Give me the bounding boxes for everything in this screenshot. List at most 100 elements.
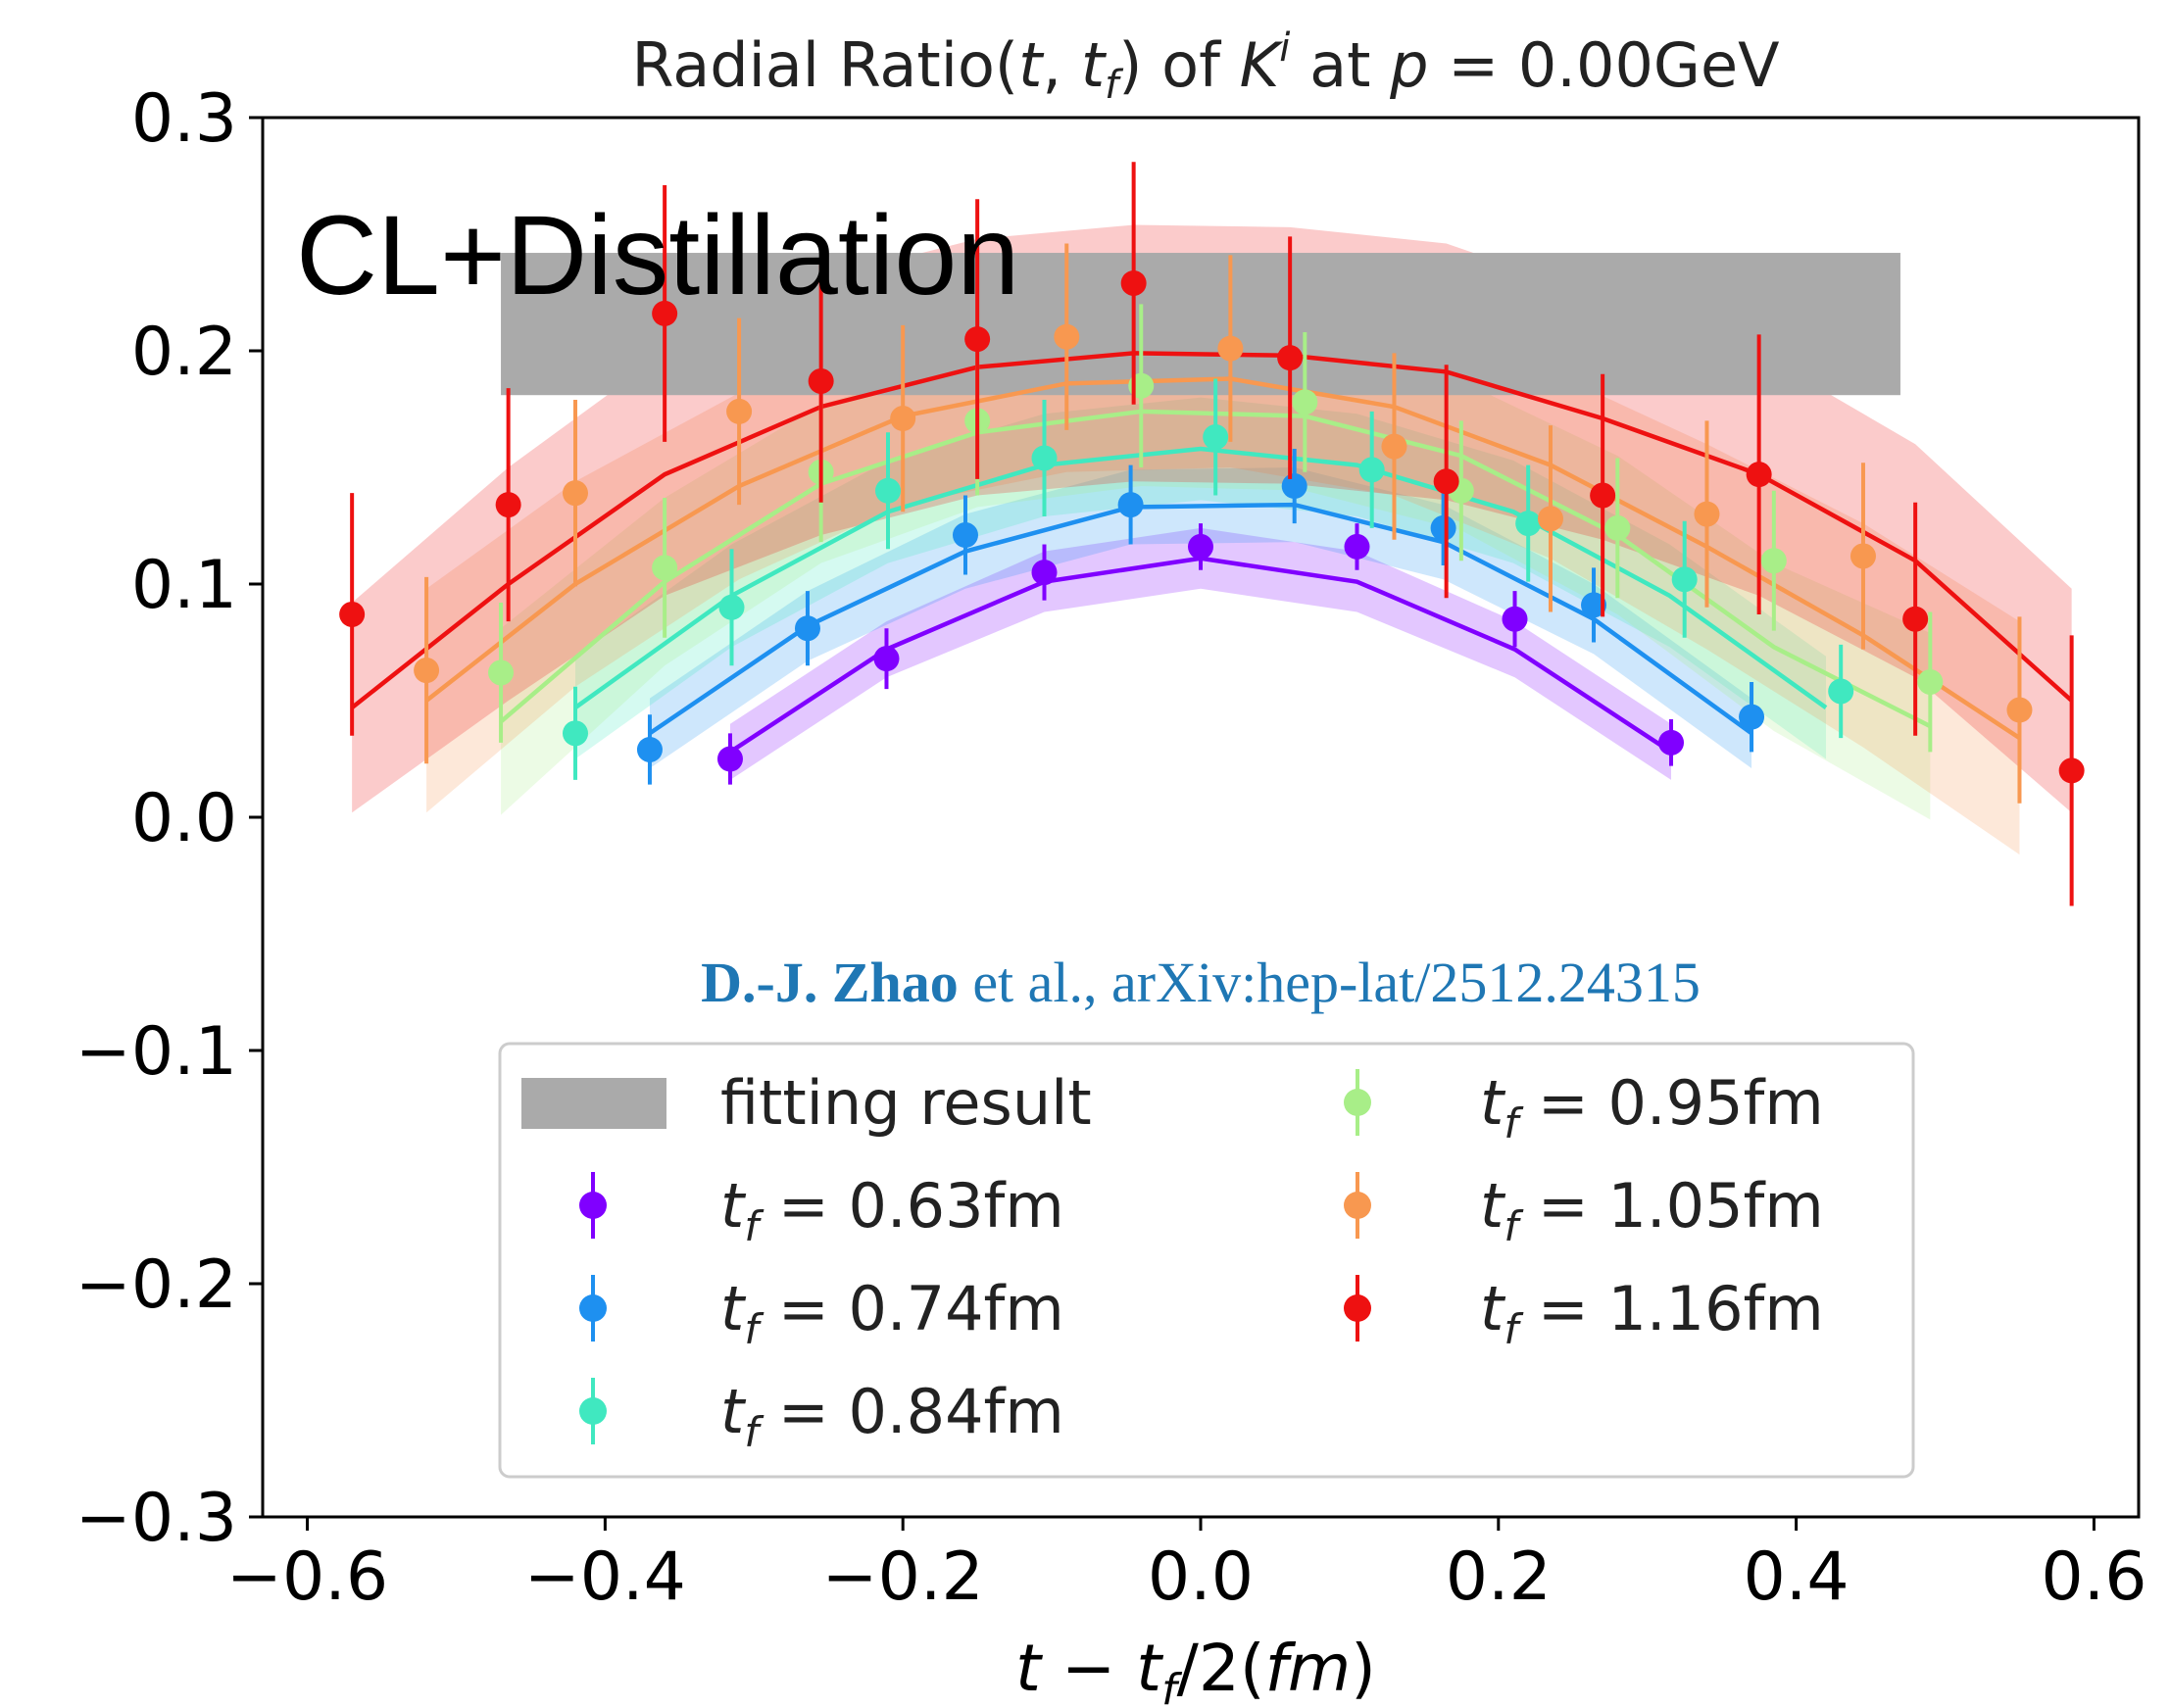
data-point-series-3 xyxy=(1760,490,1787,631)
data-point-series-5 xyxy=(339,493,366,736)
data-point-series-2 xyxy=(1358,411,1385,528)
data-point-series-0 xyxy=(1502,591,1528,648)
data-point-series-5 xyxy=(1277,236,1304,479)
fit-line-series-3 xyxy=(499,409,1932,729)
marker xyxy=(1430,514,1456,541)
marker xyxy=(2006,697,2033,723)
marker xyxy=(1203,424,1229,451)
legend-marker xyxy=(1344,1089,1371,1116)
axis-ticks: −0.6 −0.4 −0.2 0.0 0.2 0.4 0.6 −0.3 −0.2 −0.1 0.0 0… xyxy=(75,80,2147,1616)
legend-label: tf = 0.63fm xyxy=(720,1170,1064,1250)
marker xyxy=(636,736,663,762)
data-point-series-2 xyxy=(1515,464,1542,582)
marker xyxy=(1590,482,1616,509)
marker xyxy=(1671,566,1698,593)
legend-label: tf = 0.95fm xyxy=(1480,1067,1824,1147)
data-point-series-4 xyxy=(1537,425,1563,612)
data-point-series-4 xyxy=(563,399,588,587)
marker xyxy=(414,658,440,684)
x-tick-label: −0.6 xyxy=(226,1538,388,1616)
marker xyxy=(1746,462,1772,488)
y-tick-label: 0.2 xyxy=(131,314,237,391)
data-point-series-5 xyxy=(1120,162,1147,405)
marker xyxy=(563,480,588,507)
marker xyxy=(1581,592,1607,618)
chart-title: Radial Ratio(t, tf) of Ki at p = 0.00GeV xyxy=(632,25,1780,108)
x-tick-label: −0.2 xyxy=(822,1538,984,1616)
marker xyxy=(652,300,678,326)
marker xyxy=(873,646,900,672)
data-point-series-4 xyxy=(890,324,916,512)
data-point-series-2 xyxy=(1031,399,1058,516)
x-tick-label: 0.0 xyxy=(1148,1538,1254,1616)
marker xyxy=(1120,269,1147,296)
marker xyxy=(1515,511,1542,537)
marker xyxy=(1502,606,1528,632)
data-point-series-5 xyxy=(964,199,991,479)
marker xyxy=(1292,389,1318,415)
y-tick-label: −0.2 xyxy=(75,1246,237,1324)
data-point-series-2 xyxy=(1203,378,1229,496)
legend-marker xyxy=(579,1397,607,1425)
legend-entry-series-0: tf = 0.63fm xyxy=(579,1170,1064,1250)
marker xyxy=(1760,548,1787,574)
data-point-series-1 xyxy=(1117,464,1144,545)
marker xyxy=(1117,492,1144,518)
legend-entry-series-3: tf = 0.95fm xyxy=(1344,1067,1824,1147)
marker xyxy=(1031,445,1058,471)
data-point-series-1 xyxy=(794,591,820,666)
data-point-series-5 xyxy=(1746,334,1772,614)
x-axis-label: t − tf/2(fm) xyxy=(1015,1631,1376,1708)
marker xyxy=(1537,506,1563,532)
marker xyxy=(1381,433,1407,460)
legend-label: tf = 1.16fm xyxy=(1480,1273,1824,1353)
data-point-series-4 xyxy=(1694,420,1720,608)
data-point-series-1 xyxy=(1739,681,1765,753)
data-point-series-0 xyxy=(1658,719,1685,766)
fitting-result-band xyxy=(501,253,1900,396)
data-point-series-2 xyxy=(875,432,901,550)
marker xyxy=(726,398,753,424)
data-point-series-3 xyxy=(1604,458,1631,599)
marker xyxy=(495,492,521,518)
marker xyxy=(890,406,916,432)
data-point-series-1 xyxy=(1281,448,1307,524)
data-point-series-4 xyxy=(726,317,753,506)
marker xyxy=(1604,514,1631,541)
data-points xyxy=(339,162,2085,906)
data-point-series-4 xyxy=(2006,616,2033,804)
data-point-series-3 xyxy=(488,603,515,743)
fit-band-series-0 xyxy=(729,527,1672,780)
legend-marker xyxy=(579,1192,607,1219)
y-tick-label: 0.0 xyxy=(131,780,237,857)
marker xyxy=(1739,704,1765,730)
marker xyxy=(718,594,745,620)
data-point-series-0 xyxy=(1031,544,1058,601)
data-point-series-3 xyxy=(1917,611,1944,753)
marker xyxy=(1433,468,1459,495)
marker xyxy=(652,555,678,581)
y-tick-label: 0.1 xyxy=(131,547,237,624)
legend-label-fitting-result: fitting result xyxy=(720,1067,1092,1139)
marker xyxy=(1188,533,1213,560)
marker xyxy=(488,659,515,686)
marker xyxy=(1849,543,1876,569)
marker xyxy=(1828,678,1854,705)
legend-label: tf = 0.84fm xyxy=(720,1376,1064,1456)
data-point-series-0 xyxy=(1188,523,1213,570)
legend-entry-series-4: tf = 1.05fm xyxy=(1344,1170,1824,1250)
data-point-series-0 xyxy=(716,733,743,785)
marker xyxy=(1054,323,1080,350)
legend-marker xyxy=(1344,1192,1371,1219)
marker xyxy=(1658,729,1685,756)
data-point-series-5 xyxy=(808,260,834,503)
data-point-series-2 xyxy=(563,686,588,780)
data-point-series-4 xyxy=(1054,243,1080,430)
data-point-series-4 xyxy=(1381,353,1407,540)
marker xyxy=(1031,560,1058,586)
marker xyxy=(1277,345,1304,371)
data-point-series-1 xyxy=(1430,490,1456,565)
data-point-series-5 xyxy=(1433,365,1459,599)
data-point-series-0 xyxy=(1344,523,1370,570)
